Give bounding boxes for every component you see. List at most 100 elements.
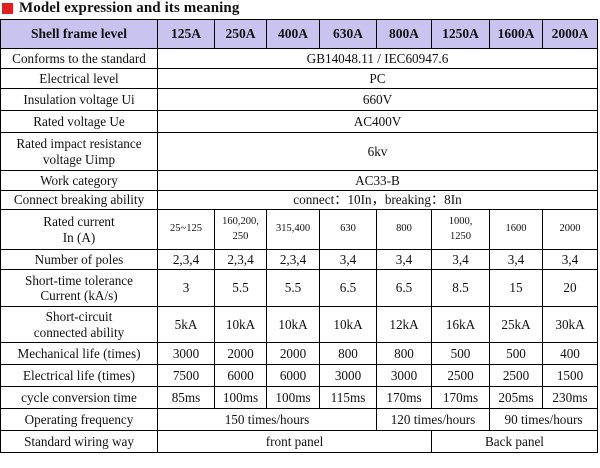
mechanical-life-cell: 800 <box>319 342 377 365</box>
short-time-cell: 3 <box>157 269 215 307</box>
rated-current-cell: 315,400 <box>266 209 320 250</box>
poles-cell: 2,3,4 <box>214 249 267 270</box>
header-label: Shell frame level <box>0 19 158 49</box>
row-label: Rated voltage Ue <box>0 110 158 133</box>
row-label: Insulation voltage Ui <box>0 88 158 111</box>
mechanical-life-cell: 800 <box>376 342 432 365</box>
rated-current-cell: 630 <box>319 209 377 250</box>
header-col-800a: 800A <box>376 19 432 49</box>
rated-current-cell: 25~125 <box>157 209 215 250</box>
row-label: Electrical life (times) <box>0 364 158 387</box>
table-row: Work category AC33-B <box>0 170 598 191</box>
row-label: Short-time tolerance Current (kA/s) <box>0 269 158 307</box>
wiring-cell: Back panel <box>431 430 598 453</box>
short-circuit-cell: 10kA <box>266 306 320 343</box>
electrical-life-cell: 2500 <box>489 364 543 387</box>
row-label: Conforms to the standard <box>0 48 158 69</box>
short-time-cell: 6.5 <box>376 269 432 307</box>
electrical-life-cell: 1500 <box>542 364 598 387</box>
table-row: Mechanical life (times) 3000 2000 2000 8… <box>0 342 598 365</box>
table-row: Conforms to the standard GB14048.11 / IE… <box>0 48 598 69</box>
electrical-life-cell: 2500 <box>431 364 490 387</box>
table-row: Connect breaking ability connect：10In，br… <box>0 190 598 210</box>
row-label: Operating frequency <box>0 408 158 431</box>
header-col-1600a: 1600A <box>489 19 543 49</box>
row-label: Electrical level <box>0 68 158 89</box>
poles-cell: 2,3,4 <box>266 249 320 270</box>
short-time-cell: 5.5 <box>266 269 320 307</box>
mechanical-life-cell: 2000 <box>266 342 320 365</box>
table-row: Rated impact resistance voltage Uimp 6kv <box>0 132 598 171</box>
table-row: Operating frequency 150 times/hours 120 … <box>0 408 598 431</box>
poles-cell: 3,4 <box>489 249 543 270</box>
row-value: connect：10In，breaking：8In <box>157 190 598 210</box>
mechanical-life-cell: 3000 <box>157 342 215 365</box>
row-label: Short-circuit connected ability <box>0 306 158 343</box>
row-label: Standard wiring way <box>0 430 158 453</box>
short-circuit-cell: 5kA <box>157 306 215 343</box>
table-row: Short-time tolerance Current (kA/s) 3 5.… <box>0 269 598 307</box>
spec-table: Shell frame level 125A 250A 400A 630A 80… <box>0 19 598 453</box>
conversion-time-cell: 230ms <box>542 386 598 409</box>
short-time-cell: 5.5 <box>214 269 267 307</box>
row-label-line1: Short-circuit <box>45 309 113 325</box>
poles-cell: 3,4 <box>542 249 598 270</box>
table-row: cycle conversion time 85ms 100ms 100ms 1… <box>0 386 598 409</box>
row-value: 6kv <box>157 132 598 171</box>
row-value: PC <box>157 68 598 89</box>
row-label-line1: Short-time tolerance <box>24 272 134 288</box>
row-label-line2: In (A) <box>62 229 96 245</box>
row-value: AC400V <box>157 110 598 133</box>
row-value: 660V <box>157 88 598 111</box>
conversion-time-cell: 115ms <box>319 386 377 409</box>
conversion-time-cell: 100ms <box>214 386 267 409</box>
short-time-cell: 6.5 <box>319 269 377 307</box>
table-row: Short-circuit connected ability 5kA 10kA… <box>0 306 598 343</box>
header-col-250a: 250A <box>214 19 267 49</box>
poles-cell: 3,4 <box>319 249 377 270</box>
header-col-125a: 125A <box>157 19 215 49</box>
short-circuit-cell: 30kA <box>542 306 598 343</box>
row-label: Mechanical life (times) <box>0 342 158 365</box>
table-row: Rated voltage Ue AC400V <box>0 110 598 133</box>
poles-cell: 3,4 <box>376 249 432 270</box>
row-label-line2: connected ability <box>33 324 125 340</box>
frequency-cell: 120 times/hours <box>376 408 490 431</box>
short-circuit-cell: 16kA <box>431 306 490 343</box>
electrical-life-cell: 3000 <box>319 364 377 387</box>
wiring-cell: front panel <box>157 430 432 453</box>
short-time-cell: 8.5 <box>431 269 490 307</box>
row-value: GB14048.11 / IEC60947.6 <box>157 48 598 69</box>
mechanical-life-cell: 400 <box>542 342 598 365</box>
row-value: AC33-B <box>157 170 598 191</box>
row-label: Rated impact resistance voltage Uimp <box>0 132 158 171</box>
row-label-line1: Rated impact resistance <box>16 136 142 152</box>
row-label: Work category <box>0 170 158 191</box>
electrical-life-cell: 3000 <box>376 364 432 387</box>
frequency-cell: 90 times/hours <box>489 408 598 431</box>
electrical-life-cell: 7500 <box>157 364 215 387</box>
short-time-cell: 15 <box>489 269 543 307</box>
short-circuit-cell: 12kA <box>376 306 432 343</box>
mechanical-life-cell: 500 <box>431 342 490 365</box>
header-col-2000a: 2000A <box>542 19 598 49</box>
table-row: Electrical level PC <box>0 68 598 89</box>
row-label: Connect breaking ability <box>0 190 158 210</box>
row-label: Rated current In (A) <box>0 209 158 250</box>
section-title: Model expression and its meaning <box>0 0 600 17</box>
header-row: Shell frame level 125A 250A 400A 630A 80… <box>0 19 598 49</box>
rated-current-cell: 1600 <box>489 209 543 250</box>
short-time-cell: 20 <box>542 269 598 307</box>
header-col-1250a: 1250A <box>431 19 490 49</box>
section-title-text: Model expression and its meaning <box>19 0 240 16</box>
electrical-life-cell: 6000 <box>214 364 267 387</box>
table-row: Standard wiring way front panel Back pan… <box>0 430 598 453</box>
poles-cell: 3,4 <box>431 249 490 270</box>
frequency-cell: 150 times/hours <box>157 408 377 431</box>
conversion-time-cell: 100ms <box>266 386 320 409</box>
conversion-time-cell: 170ms <box>376 386 432 409</box>
row-label-line2: voltage Uimp <box>42 151 116 167</box>
row-label: cycle conversion time <box>0 386 158 409</box>
conversion-time-cell: 205ms <box>489 386 543 409</box>
short-circuit-cell: 10kA <box>214 306 267 343</box>
